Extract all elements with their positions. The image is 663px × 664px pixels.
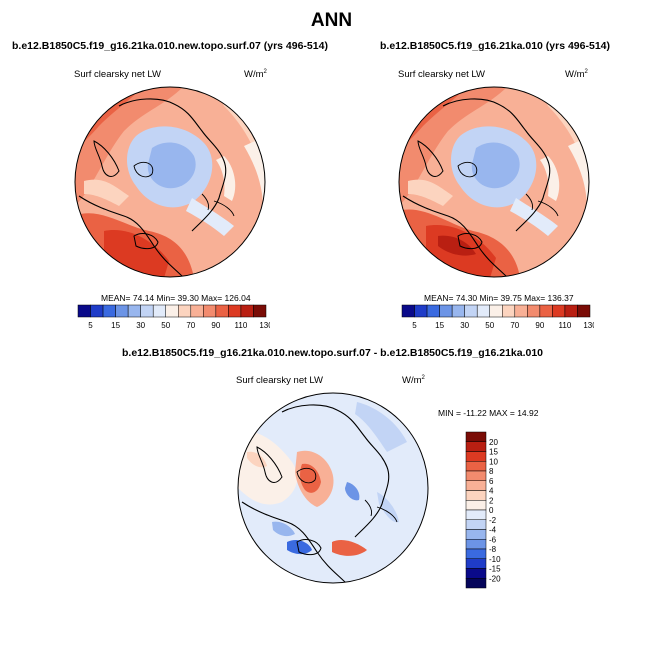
panel1-variable-label: Surf clearsky net LW — [74, 69, 161, 80]
colorbar-tick-label: 5 — [88, 321, 93, 330]
colorbar-tick-label: 130 — [583, 321, 594, 330]
colorbar-swatch — [414, 304, 428, 318]
colorbar-swatch — [465, 529, 487, 540]
colorbar-panel1: 5 15 30 50 70 90 110 130 — [77, 304, 270, 330]
diff-units: W/m2 — [402, 375, 425, 387]
colorbar-swatch — [502, 304, 516, 318]
colorbar-swatch — [577, 304, 591, 318]
colorbar-swatch — [465, 470, 487, 481]
colorbar-tick-label: 90 — [535, 321, 544, 330]
colorbar-swatch — [465, 490, 487, 501]
colorbar-swatch — [115, 304, 129, 318]
colorbar-swatch — [465, 451, 487, 462]
colorbar-tick-label: 70 — [510, 321, 519, 330]
colorbar-tick-label: 50 — [485, 321, 494, 330]
colorbar-swatch — [140, 304, 154, 318]
colorbar-tick-label: 15 — [435, 321, 444, 330]
colorbar-swatch — [464, 304, 478, 318]
colorbar-swatch — [215, 304, 229, 318]
colorbar-tick-label: -10 — [489, 555, 501, 564]
colorbar-swatch — [552, 304, 566, 318]
colorbar-swatch — [178, 304, 192, 318]
colorbar-swatch — [564, 304, 578, 318]
colorbar-swatch — [465, 558, 487, 569]
colorbar-tick-label: 4 — [489, 487, 494, 496]
colorbar-swatch — [465, 431, 487, 442]
colorbar-swatch — [426, 304, 440, 318]
panel2-stats: MEAN= 74.30 Min= 39.75 Max= 136.37 — [424, 293, 574, 303]
colorbar-swatch — [465, 480, 487, 491]
map-difference — [237, 392, 429, 584]
colorbar-swatch — [465, 578, 487, 589]
map-panel2 — [398, 86, 590, 278]
colorbar-swatch — [465, 461, 487, 472]
colorbar-tick-label: 110 — [235, 321, 248, 330]
colorbar-swatch — [127, 304, 141, 318]
colorbar-tick-label: 0 — [489, 506, 494, 515]
colorbar-tick-label: -15 — [489, 565, 501, 574]
colorbar-tick-label: -20 — [489, 574, 501, 583]
diff-case-title: b.e12.B1850C5.f19_g16.21ka.010.new.topo.… — [122, 347, 544, 359]
colorbar-swatch — [77, 304, 91, 318]
colorbar-swatch — [253, 304, 267, 318]
colorbar-swatch — [539, 304, 553, 318]
colorbar-swatch — [476, 304, 490, 318]
colorbar-swatch — [465, 509, 487, 520]
colorbar-swatch — [489, 304, 503, 318]
colorbar-tick-label: 130 — [259, 321, 270, 330]
colorbar-tick-label: 30 — [136, 321, 145, 330]
colorbar-swatch — [240, 304, 254, 318]
colorbar-swatch — [465, 539, 487, 550]
colorbar-tick-label: -2 — [489, 516, 497, 525]
colorbar-tick-label: 30 — [460, 321, 469, 330]
colorbar-swatch — [514, 304, 528, 318]
colorbar-tick-label: 10 — [489, 457, 498, 466]
colorbar-tick-label: -4 — [489, 526, 497, 535]
colorbar-tick-label: -6 — [489, 535, 497, 544]
colorbar-swatch — [165, 304, 179, 318]
colorbar-tick-label: 6 — [489, 477, 494, 486]
colorbar-swatch — [401, 304, 415, 318]
colorbar-tick-label: 50 — [161, 321, 170, 330]
colorbar-panel2: 5 15 30 50 70 90 110 130 — [401, 304, 594, 330]
diff-variable-label: Surf clearsky net LW — [236, 375, 323, 386]
colorbar-swatch — [451, 304, 465, 318]
colorbar-swatch — [465, 441, 487, 452]
colorbar-tick-label: 15 — [111, 321, 120, 330]
colorbar-tick-label: -8 — [489, 545, 497, 554]
colorbar-swatch — [90, 304, 104, 318]
figure-title: ANN — [310, 10, 353, 31]
panel2-case-title: b.e12.B1850C5.f19_g16.21ka.010 (yrs 496-… — [380, 40, 610, 52]
colorbar-swatch — [190, 304, 204, 318]
map-panel1 — [74, 86, 266, 278]
colorbar-swatch — [465, 500, 487, 511]
colorbar-tick-label: 2 — [489, 496, 494, 505]
colorbar-tick-label: 110 — [559, 321, 572, 330]
colorbar-swatch — [465, 519, 487, 530]
diff-stats: MIN = -11.22 MAX = 14.92 — [438, 408, 539, 418]
colorbar-swatch — [465, 568, 487, 579]
colorbar-tick-label: 20 — [489, 438, 498, 447]
panel2-units: W/m2 — [565, 69, 588, 81]
colorbar-swatch — [465, 548, 487, 559]
colorbar-swatch — [203, 304, 217, 318]
colorbar-swatch — [152, 304, 166, 318]
colorbar-tick-label: 90 — [211, 321, 220, 330]
colorbar-tick-label: 70 — [186, 321, 195, 330]
panel1-case-title: b.e12.B1850C5.f19_g16.21ka.010.new.topo.… — [12, 40, 328, 52]
colorbar-swatch — [102, 304, 116, 318]
panel1-stats: MEAN= 74.14 Min= 39.30 Max= 126.04 — [101, 293, 251, 303]
colorbar-swatch — [527, 304, 541, 318]
colorbar-tick-label: 5 — [412, 321, 417, 330]
colorbar-swatch — [228, 304, 242, 318]
colorbar-tick-label: 8 — [489, 467, 494, 476]
panel2-variable-label: Surf clearsky net LW — [398, 69, 485, 80]
colorbar-swatch — [439, 304, 453, 318]
colorbar-tick-label: 15 — [489, 448, 498, 457]
panel1-units: W/m2 — [244, 69, 267, 81]
